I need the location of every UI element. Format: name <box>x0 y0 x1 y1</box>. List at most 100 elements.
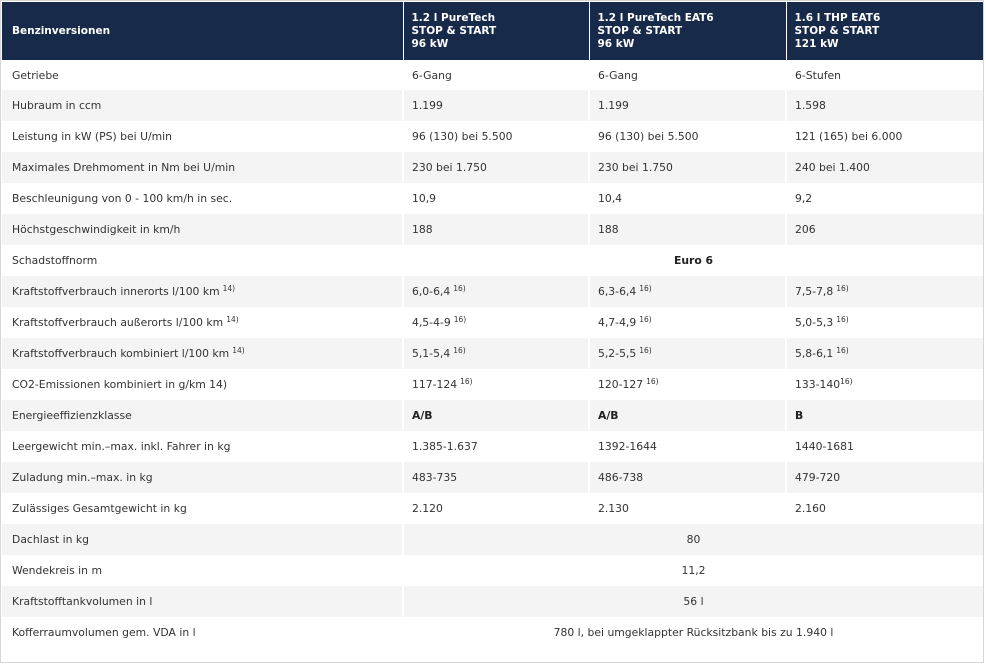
engine-2-name: 1.2 l PureTech EAT6 <box>597 11 714 24</box>
footnote-marker: 16) <box>453 315 467 324</box>
footnote-marker: 16) <box>639 284 652 293</box>
header-engine-2: 1.2 l PureTech EAT6 STOP & START 96 kW <box>588 2 786 60</box>
header-engine-3: 1.6 l THP EAT6 STOP & START 121 kW <box>785 2 983 60</box>
cell-value: 2.120 <box>402 493 589 524</box>
cell-value: 2.130 <box>588 493 786 524</box>
row-label: Dachlast in kg <box>2 524 403 555</box>
cell-value-merged: 11,2 <box>402 555 983 586</box>
value-text: 5,2-5,5 <box>598 347 637 360</box>
footnote-marker: 16) <box>639 346 652 355</box>
value-text: 4,5-4-9 <box>412 316 451 329</box>
row-verbrauch-kombiniert: Kraftstoffverbrauch kombiniert l/100 km 1… <box>2 338 983 369</box>
engine-3-name: 1.6 l THP EAT6 <box>794 11 881 24</box>
cell-value: 230 bei 1.750 <box>402 152 589 183</box>
cell-value-merged: Euro 6 <box>402 245 983 276</box>
row-label: Energieeffizienzklasse <box>2 400 403 431</box>
value-text: 7,5-7,8 <box>795 285 834 298</box>
header-row: Benzinversionen 1.2 l PureTech STOP & STA… <box>2 2 983 60</box>
cell-value-merged: 780 l, bei umgeklappter Rücksitzbank bis… <box>402 617 983 648</box>
cell-value-merged: 56 l <box>402 586 983 617</box>
cell-value: 96 (130) bei 5.500 <box>402 121 589 152</box>
cell-value: 4,7-4,9 16) <box>588 307 786 338</box>
row-label: Leistung in kW (PS) bei U/min <box>2 121 403 152</box>
row-verbrauch-innerorts: Kraftstoffverbrauch innerorts l/100 km 14… <box>2 276 983 307</box>
cell-value: 9,2 <box>785 183 983 214</box>
value-text: 4,7-4,9 <box>598 316 637 329</box>
footnote-marker: 14) <box>232 346 245 355</box>
cell-value: 5,2-5,5 16) <box>588 338 786 369</box>
row-leergewicht: Leergewicht min.–max. inkl. Fahrer in kg… <box>2 431 983 462</box>
row-getriebe: Getriebe 6-Gang 6-Gang 6-Stufen <box>2 60 983 90</box>
row-energieeffizienz: Energieeffizienzklasse A/B A/B B <box>2 400 983 431</box>
row-label: Getriebe <box>2 60 403 90</box>
footnote-marker: 16) <box>836 346 849 355</box>
cell-value-merged: 80 <box>402 524 983 555</box>
value-text: 5,0-5,3 <box>795 316 834 329</box>
engine-3-stopstart: STOP & START <box>794 24 880 37</box>
specs-table: Benzinversionen 1.2 l PureTech STOP & STA… <box>2 2 983 648</box>
value-text: 6,0-6,4 <box>412 285 451 298</box>
row-verbrauch-ausserorts: Kraftstoffverbrauch außerorts l/100 km 14… <box>2 307 983 338</box>
engine-1-power: 96 kW <box>411 37 449 50</box>
cell-value: 7,5-7,8 16) <box>785 276 983 307</box>
value-text: 5,1-5,4 <box>412 347 451 360</box>
cell-value: 6-Gang <box>402 60 589 90</box>
cell-value: 10,9 <box>402 183 589 214</box>
value-text: 133-140 <box>795 378 841 391</box>
row-beschleunigung: Beschleunigung von 0 - 100 km/h in sec. … <box>2 183 983 214</box>
cell-value: 206 <box>785 214 983 245</box>
row-kofferraumvolumen: Kofferraumvolumen gem. VDA in l 780 l, b… <box>2 617 983 648</box>
footnote-marker: 14) <box>222 284 236 293</box>
row-label: Höchstgeschwindigkeit in km/h <box>2 214 403 245</box>
cell-value: 133-14016) <box>785 369 983 400</box>
cell-value: 6,3-6,4 16) <box>588 276 786 307</box>
cell-value: 1.598 <box>785 90 983 121</box>
footnote-marker: 16) <box>453 284 466 293</box>
cell-value: 479-720 <box>785 462 983 493</box>
row-label: Zulässiges Gesamtgewicht in kg <box>2 493 403 524</box>
cell-value: 6-Gang <box>588 60 786 90</box>
footnote-marker: 16) <box>639 315 652 324</box>
footnote-marker: 14) <box>226 315 239 324</box>
header-engine-1: 1.2 l PureTech STOP & START 96 kW <box>402 2 589 60</box>
engine-2-stopstart: STOP & START <box>597 24 683 37</box>
cell-value: 6-Stufen <box>785 60 983 90</box>
row-dachlast: Dachlast in kg 80 <box>2 524 983 555</box>
row-label: Maximales Drehmoment in Nm bei U/min <box>2 152 403 183</box>
cell-value: 230 bei 1.750 <box>588 152 786 183</box>
row-label: Wendekreis in m <box>2 555 403 586</box>
cell-value: A/B <box>588 400 786 431</box>
row-hubraum: Hubraum in ccm 1.199 1.199 1.598 <box>2 90 983 121</box>
cell-value: 240 bei 1.400 <box>785 152 983 183</box>
value-text: 5,8-6,1 <box>795 347 834 360</box>
footnote-marker: 16) <box>840 377 853 386</box>
cell-value: 188 <box>402 214 589 245</box>
cell-value: 121 (165) bei 6.000 <box>785 121 983 152</box>
engine-1-name: 1.2 l PureTech <box>411 11 496 24</box>
label-text: Kraftstoffverbrauch außerorts l/100 km <box>12 316 224 329</box>
cell-value: 486-738 <box>588 462 786 493</box>
row-leistung: Leistung in kW (PS) bei U/min 96 (130) b… <box>2 121 983 152</box>
cell-value: 1.199 <box>588 90 786 121</box>
row-label: Schadstoffnorm <box>2 245 403 276</box>
label-text: Kraftstoffverbrauch innerorts l/100 km <box>12 285 220 298</box>
footnote-marker: 16) <box>836 315 849 324</box>
cell-value: 5,1-5,4 16) <box>402 338 589 369</box>
row-label: Beschleunigung von 0 - 100 km/h in sec. <box>2 183 403 214</box>
row-schadstoffnorm: Schadstoffnorm Euro 6 <box>2 245 983 276</box>
row-label: Kraftstofftankvolumen in l <box>2 586 403 617</box>
value-text: 117-124 <box>412 378 458 391</box>
engine-1-stopstart: STOP & START <box>411 24 497 37</box>
cell-value: 1440-1681 <box>785 431 983 462</box>
footnote-marker: 16) <box>453 346 466 355</box>
cell-value: 4,5-4-9 16) <box>402 307 589 338</box>
row-wendekreis: Wendekreis in m 11,2 <box>2 555 983 586</box>
cell-value: 5,8-6,1 16) <box>785 338 983 369</box>
value-text: 6,3-6,4 <box>598 285 637 298</box>
cell-value: B <box>785 400 983 431</box>
engine-2-power: 96 kW <box>597 37 635 50</box>
value-text: 120-127 <box>598 378 644 391</box>
cell-value: 188 <box>588 214 786 245</box>
row-label: Kraftstoffverbrauch außerorts l/100 km 14… <box>2 307 403 338</box>
cell-value: 96 (130) bei 5.500 <box>588 121 786 152</box>
